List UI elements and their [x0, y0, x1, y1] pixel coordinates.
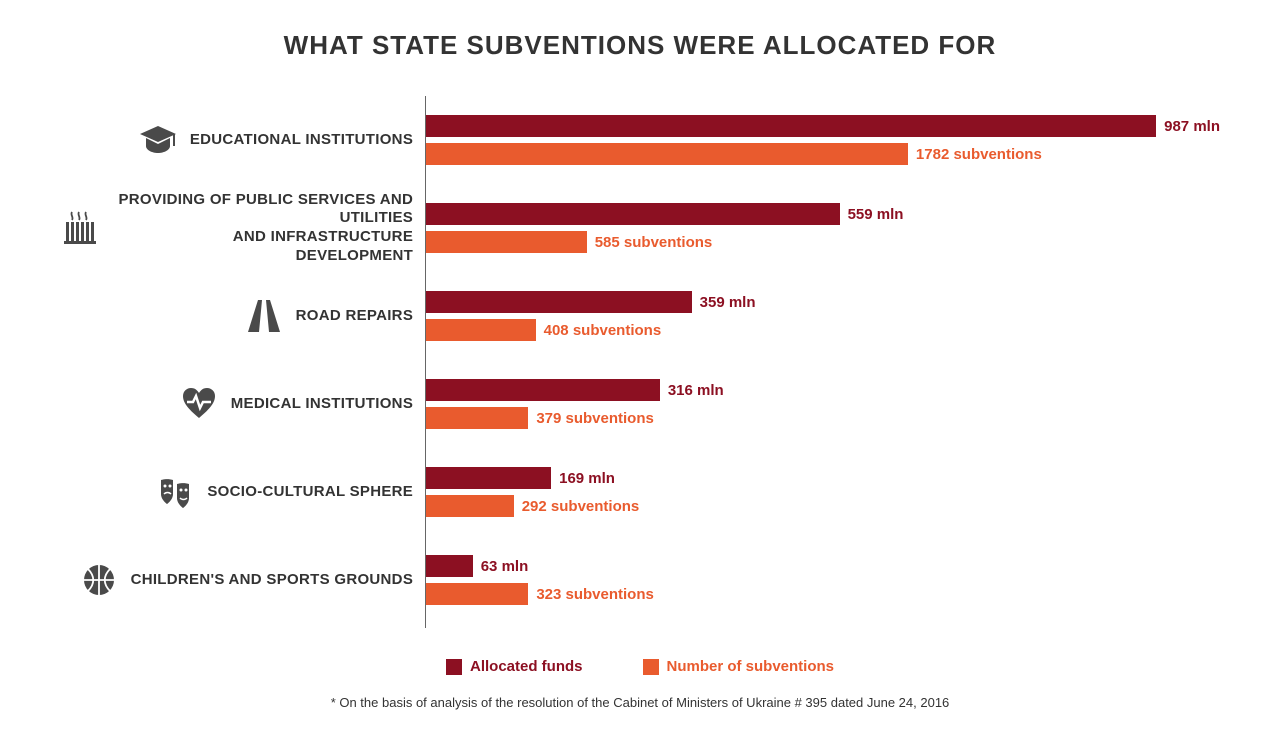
funds-bar — [426, 203, 839, 225]
subventions-value-label: 323 subventions — [536, 586, 654, 603]
legend: Allocated funds Number of subventions — [60, 658, 1220, 675]
subventions-value-label: 585 subventions — [595, 234, 713, 251]
category-label: MEDICAL INSTITUTIONS — [60, 360, 425, 448]
category-label: EDUCATIONAL INSTITUTIONS — [60, 96, 425, 184]
category-bars: 359 mln 408 subventions — [426, 272, 1220, 360]
category-text: SOCIO-CULTURAL SPHERE — [207, 483, 413, 502]
legend-item-funds: Allocated funds — [446, 658, 583, 675]
category-label: PROVIDING OF PUBLIC SERVICES AND UTILITI… — [60, 184, 425, 272]
category-bars: 63 mln 323 subventions — [426, 536, 1220, 624]
subventions-value-label: 379 subventions — [536, 410, 654, 427]
chart-title: WHAT STATE SUBVENTIONS WERE ALLOCATED FO… — [60, 30, 1220, 61]
funds-value-label: 559 mln — [848, 206, 904, 223]
subventions-value-label: 292 subventions — [522, 498, 640, 515]
funds-bar — [426, 379, 660, 401]
masks-icon — [155, 472, 195, 512]
footnote: * On the basis of analysis of the resolu… — [60, 695, 1220, 710]
subventions-bar — [426, 495, 514, 517]
category-label: ROAD REPAIRS — [60, 272, 425, 360]
subventions-value-label: 408 subventions — [544, 322, 662, 339]
legend-item-subventions: Number of subventions — [643, 658, 835, 675]
category-label: SOCIO-CULTURAL SPHERE — [60, 448, 425, 536]
funds-bar — [426, 115, 1156, 137]
subventions-bar — [426, 583, 528, 605]
road-icon — [244, 296, 284, 336]
category-text: EDUCATIONAL INSTITUTIONS — [190, 131, 413, 150]
subventions-bar — [426, 231, 587, 253]
legend-label-subventions: Number of subventions — [667, 658, 835, 675]
funds-bar — [426, 291, 692, 313]
funds-bar — [426, 467, 551, 489]
category-text: MEDICAL INSTITUTIONS — [231, 395, 413, 414]
category-text: CHILDREN'S AND SPORTS GROUNDS — [131, 571, 414, 590]
category-bars: 316 mln 379 subventions — [426, 360, 1220, 448]
subventions-bar — [426, 319, 536, 341]
labels-column: EDUCATIONAL INSTITUTIONS PROVIDING OF PUB… — [60, 96, 425, 628]
funds-value-label: 359 mln — [700, 294, 756, 311]
category-text: ROAD REPAIRS — [296, 307, 414, 326]
funds-value-label: 169 mln — [559, 470, 615, 487]
legend-swatch-funds — [446, 659, 462, 675]
category-label: CHILDREN'S AND SPORTS GROUNDS — [60, 536, 425, 624]
legend-swatch-subventions — [643, 659, 659, 675]
category-bars: 169 mln 292 subventions — [426, 448, 1220, 536]
heart-pulse-icon — [179, 384, 219, 424]
category-text: PROVIDING OF PUBLIC SERVICES AND UTILITI… — [112, 191, 413, 266]
legend-label-funds: Allocated funds — [470, 658, 583, 675]
chart-container: EDUCATIONAL INSTITUTIONS PROVIDING OF PUB… — [60, 96, 1220, 628]
category-bars: 987 mln 1782 subventions — [426, 96, 1220, 184]
subventions-bar — [426, 143, 908, 165]
subventions-value-label: 1782 subventions — [916, 146, 1042, 163]
funds-bar — [426, 555, 473, 577]
subventions-bar — [426, 407, 528, 429]
bars-column: 987 mln 1782 subventions 559 mln 585 subven… — [425, 96, 1220, 628]
basketball-icon — [79, 560, 119, 600]
funds-value-label: 63 mln — [481, 558, 529, 575]
radiator-icon — [60, 208, 100, 248]
funds-value-label: 987 mln — [1164, 118, 1220, 135]
funds-value-label: 316 mln — [668, 382, 724, 399]
category-bars: 559 mln 585 subventions — [426, 184, 1220, 272]
graduation-cap-icon — [138, 120, 178, 160]
